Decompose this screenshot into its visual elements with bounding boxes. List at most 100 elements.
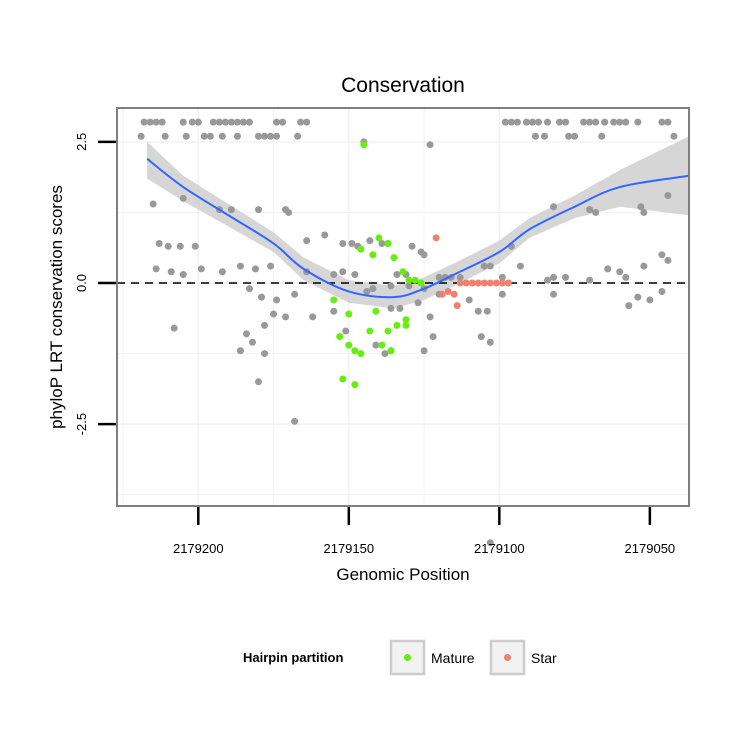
data-point-background [248, 338, 256, 346]
data-point-background [170, 324, 178, 332]
data-point-background [544, 118, 552, 126]
data-point-background [254, 378, 262, 386]
data-point-star [468, 279, 476, 287]
data-point-background [658, 118, 666, 126]
data-point-mature [378, 341, 386, 349]
data-point-star [486, 279, 494, 287]
data-point-mature [330, 296, 338, 304]
y-tick-label: 0.0 [74, 274, 89, 292]
data-point-background [592, 118, 600, 126]
data-point-background [176, 242, 184, 250]
data-point-background [330, 307, 338, 315]
data-point-background [209, 118, 217, 126]
data-point-mature [390, 254, 398, 262]
data-point-background [420, 347, 428, 355]
data-point-background [351, 271, 359, 279]
data-point-background [378, 239, 386, 247]
data-point-background [233, 118, 241, 126]
data-point-mature [351, 381, 359, 389]
data-point-background [616, 268, 624, 276]
confidence-ribbon-layer [147, 136, 689, 309]
chart-title: Conservation [341, 74, 465, 97]
data-point-background [513, 118, 521, 126]
data-point-background [592, 208, 600, 216]
data-point-background [261, 132, 269, 140]
data-point-background [658, 287, 666, 295]
data-point-background [540, 132, 548, 140]
data-point-background [480, 262, 488, 270]
data-point-background [604, 265, 612, 273]
data-point-background [297, 118, 305, 126]
data-point-background [191, 242, 199, 250]
data-point-background [167, 268, 175, 276]
data-point-mature [411, 276, 419, 284]
data-point-background [366, 237, 374, 245]
legend: Hairpin partition Mature Star [243, 639, 557, 676]
data-point-background [218, 132, 226, 140]
data-point-background [236, 347, 244, 355]
data-point-background [640, 262, 648, 270]
data-point-background [339, 239, 347, 247]
data-point-mature [387, 347, 395, 355]
data-point-mature [336, 333, 344, 341]
data-point-background [465, 296, 473, 304]
data-point-background [640, 208, 648, 216]
data-point-background [571, 132, 579, 140]
data-point-background [309, 313, 317, 321]
data-point-background [227, 206, 235, 214]
data-point-background [598, 132, 606, 140]
data-point-background [381, 350, 389, 358]
data-point-background [498, 290, 506, 298]
data-point-background [498, 273, 506, 281]
y-tick-label: 2.5 [74, 133, 89, 151]
data-point-background [550, 290, 558, 298]
data-point-mature [402, 316, 410, 324]
data-point-star [450, 290, 458, 298]
data-point-background [161, 132, 169, 140]
data-point-background [426, 313, 434, 321]
y-tick-label: -2.5 [74, 413, 89, 435]
data-point-background [507, 118, 515, 126]
legend-label-mature: Mature [431, 650, 475, 666]
data-point-background [158, 118, 166, 126]
legend-swatch-mature [404, 654, 411, 661]
data-point-background [550, 273, 558, 281]
data-point-mature [402, 321, 410, 329]
data-point-background [267, 132, 275, 140]
data-point-mature [405, 276, 413, 284]
data-point-background [586, 206, 594, 214]
data-point-background [270, 310, 278, 318]
smooth-trend-line [146, 158, 690, 299]
data-point-background [634, 293, 642, 301]
data-point-background [279, 118, 287, 126]
data-point-background [245, 285, 253, 293]
data-point-background [637, 203, 645, 211]
data-point-background [321, 231, 329, 239]
data-point-background [516, 262, 524, 270]
data-point-background [387, 304, 395, 312]
x-tick-label: 2179150 [323, 541, 374, 556]
data-point-background [664, 118, 672, 126]
data-point-background [658, 251, 666, 259]
data-point-background [483, 307, 491, 315]
data-point-star [492, 279, 500, 287]
data-point-background [616, 118, 624, 126]
data-point-star [504, 279, 512, 287]
data-point-mature [366, 327, 374, 335]
data-point-background [194, 118, 202, 126]
data-point-background [486, 338, 494, 346]
data-point-background [562, 118, 570, 126]
x-tick-label: 2179100 [474, 541, 525, 556]
data-point-background [396, 304, 404, 312]
legend-title: Hairpin partition [243, 650, 343, 665]
data-point-star [480, 279, 488, 287]
data-point-background [254, 132, 262, 140]
data-point-background [282, 313, 290, 321]
data-point-star [438, 290, 446, 298]
data-point-background [339, 268, 347, 276]
data-point-background [137, 132, 145, 140]
data-point-background [477, 333, 485, 341]
data-point-background [273, 296, 281, 304]
data-point-mature [399, 268, 407, 276]
